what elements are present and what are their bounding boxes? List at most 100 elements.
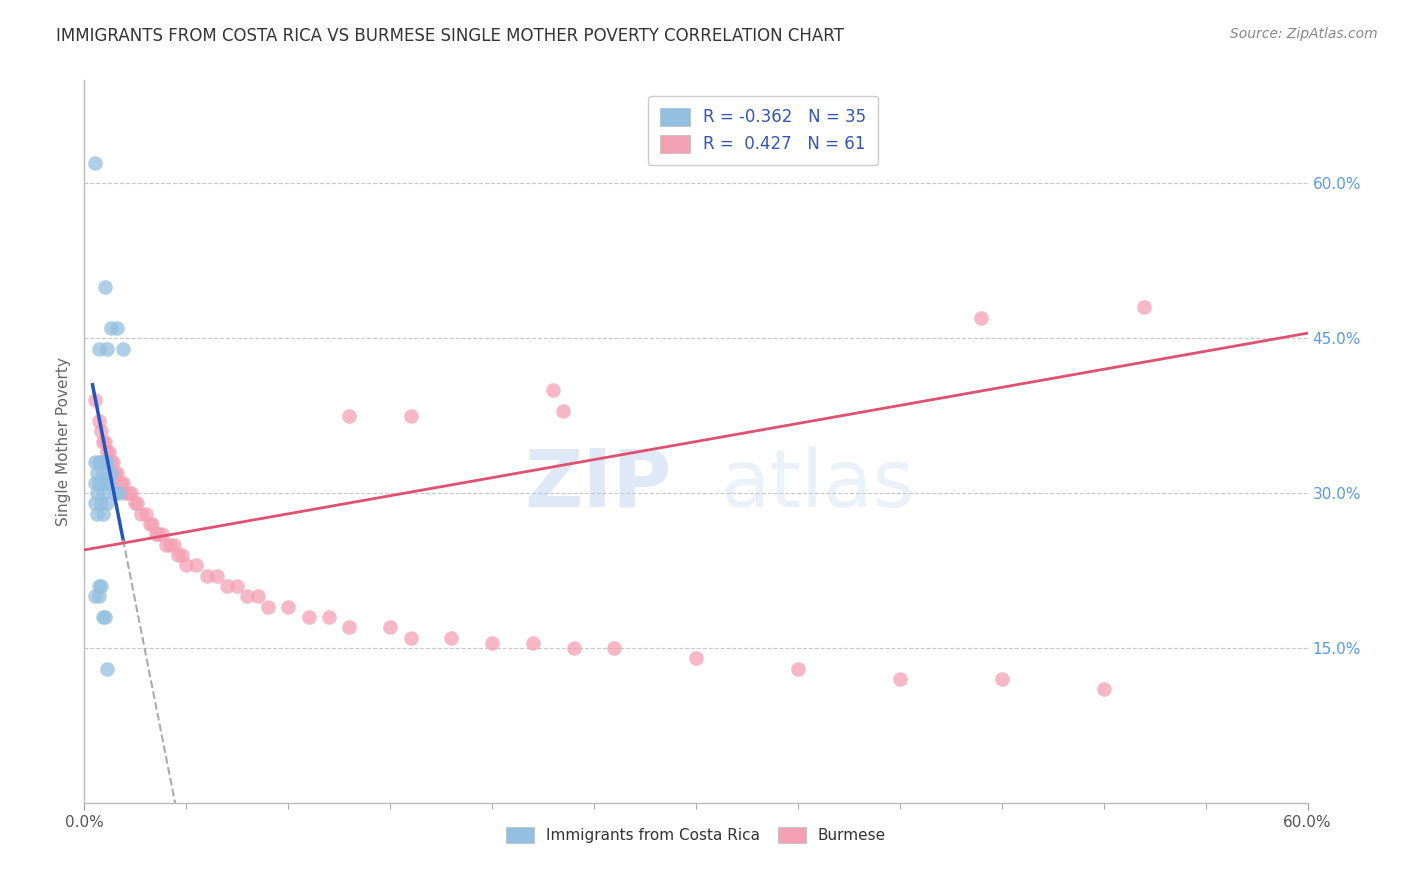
Point (380, 620, 402, 634)
Point (141, 517, 163, 532)
Point (96, 496, 118, 510)
Point (83, 590, 105, 604)
Point (787, 662, 810, 676)
Point (90, 455, 112, 469)
Point (96, 342, 118, 356)
Point (104, 466, 127, 480)
Point (91, 610, 114, 624)
Point (339, 620, 361, 634)
Point (87, 342, 110, 356)
Y-axis label: Single Mother Poverty: Single Mother Poverty (56, 357, 72, 526)
Point (100, 466, 122, 480)
Point (174, 558, 197, 573)
Text: atlas: atlas (720, 446, 915, 524)
Point (246, 590, 269, 604)
Point (159, 538, 181, 552)
Point (186, 558, 208, 573)
Point (889, 672, 911, 686)
Point (562, 640, 585, 655)
Point (83, 496, 105, 510)
Point (339, 409, 361, 423)
Point (1092, 682, 1115, 697)
Point (105, 321, 128, 335)
Point (112, 342, 135, 356)
Point (87, 455, 110, 469)
Point (163, 538, 186, 552)
Point (135, 507, 157, 521)
Point (87, 590, 110, 604)
Point (226, 579, 249, 593)
Point (131, 507, 153, 521)
Point (399, 631, 422, 645)
Point (100, 455, 122, 469)
Point (257, 599, 280, 614)
Point (96, 455, 118, 469)
Point (86, 486, 108, 500)
Point (991, 672, 1014, 686)
Point (83, 393, 105, 408)
Point (110, 475, 132, 490)
Text: ZIP: ZIP (524, 446, 672, 524)
Point (90, 496, 112, 510)
Point (83, 455, 105, 469)
Point (150, 527, 173, 541)
Point (440, 631, 463, 645)
Point (93, 475, 115, 490)
Point (603, 640, 626, 655)
Point (86, 466, 108, 480)
Point (91, 466, 114, 480)
Point (236, 590, 259, 604)
Point (83, 156, 105, 170)
Point (118, 486, 141, 500)
Point (90, 579, 112, 593)
Point (138, 517, 160, 532)
Point (543, 383, 565, 397)
Point (481, 636, 503, 650)
Point (90, 424, 112, 438)
Point (127, 496, 149, 510)
Legend: Immigrants from Costa Rica, Burmese: Immigrants from Costa Rica, Burmese (501, 822, 891, 849)
Point (522, 636, 544, 650)
Point (217, 579, 239, 593)
Point (96, 445, 118, 459)
Point (87, 414, 110, 428)
Text: Source: ZipAtlas.com: Source: ZipAtlas.com (1230, 27, 1378, 41)
Point (87, 579, 110, 593)
Point (104, 486, 127, 500)
Point (399, 409, 422, 423)
Point (205, 568, 228, 582)
Point (145, 527, 167, 541)
Point (97, 445, 120, 459)
Point (100, 321, 122, 335)
Point (553, 403, 575, 417)
Point (1133, 301, 1156, 315)
Point (120, 486, 142, 500)
Point (112, 475, 135, 490)
Point (167, 548, 190, 562)
Point (87, 475, 110, 490)
Point (93, 455, 115, 469)
Point (124, 496, 146, 510)
Point (298, 610, 321, 624)
Point (146, 527, 169, 541)
Point (93, 610, 115, 624)
Point (970, 310, 993, 325)
Point (96, 662, 118, 676)
Point (108, 486, 131, 500)
Point (91, 434, 114, 449)
Point (101, 455, 124, 469)
Text: IMMIGRANTS FROM COSTA RICA VS BURMESE SINGLE MOTHER POVERTY CORRELATION CHART: IMMIGRANTS FROM COSTA RICA VS BURMESE SI… (56, 27, 844, 45)
Point (86, 507, 108, 521)
Point (685, 651, 707, 665)
Point (91, 486, 114, 500)
Point (97, 475, 120, 490)
Point (83, 475, 105, 490)
Point (172, 548, 194, 562)
Point (105, 466, 128, 480)
Point (114, 486, 136, 500)
Point (318, 610, 340, 624)
Point (93, 434, 115, 449)
Point (91, 507, 114, 521)
Point (277, 599, 299, 614)
Point (195, 568, 218, 582)
